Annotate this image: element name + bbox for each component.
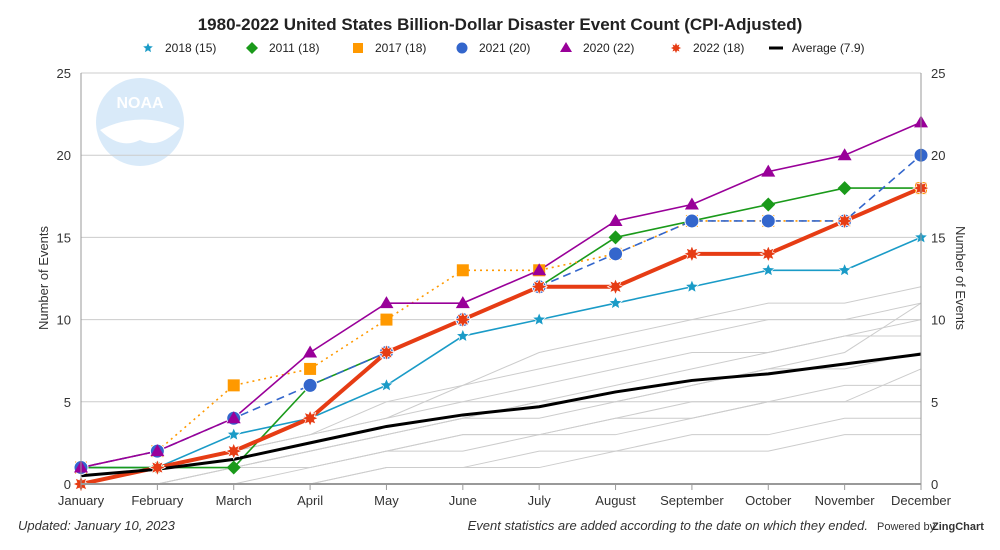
updated-text: Updated: January 10, 2023 — [18, 518, 176, 533]
y-tick-label: 5 — [64, 395, 71, 410]
data-point-2020 — [608, 213, 623, 226]
data-point-2022 — [301, 409, 319, 428]
data-point-2011 — [608, 230, 623, 245]
legend-label: 2021 (20) — [479, 41, 530, 55]
x-tick-label: November — [815, 493, 876, 508]
data-point-2020 — [226, 411, 241, 424]
series-line-2017 — [80, 187, 922, 469]
y-axis-label-right: Number of Events — [953, 226, 968, 331]
series-line-Average — [80, 352, 922, 478]
data-point-2020 — [532, 263, 547, 276]
data-point-2021 — [608, 246, 624, 262]
data-point-2018 — [531, 311, 547, 327]
series-line-2021 — [80, 154, 922, 469]
data-point-2022 — [224, 442, 243, 460]
data-point-2017 — [304, 362, 317, 375]
legend-marker-2020 — [560, 42, 572, 52]
data-point-2017 — [227, 379, 240, 392]
noaa-logo: NOAA — [96, 78, 184, 166]
data-point-2022 — [683, 244, 701, 263]
data-point-2022 — [606, 277, 625, 296]
data-point-2011 — [837, 181, 852, 196]
data-point-2020 — [761, 164, 776, 177]
data-point-2018 — [455, 328, 471, 343]
footer-note: Event statistics are added according to … — [468, 518, 868, 533]
x-tick-label: August — [595, 493, 636, 508]
legend-marker-2018 — [141, 41, 155, 54]
chart-title: 1980-2022 United States Billion-Dollar D… — [198, 15, 803, 34]
data-point-2022 — [148, 458, 167, 477]
data-point-2017 — [456, 264, 469, 277]
data-point-2021 — [760, 213, 776, 229]
x-tick-label: July — [528, 493, 552, 508]
background-year-line — [81, 417, 921, 485]
data-point-2022 — [835, 212, 854, 230]
legend-label: 2011 (18) — [269, 41, 319, 55]
data-point-2017 — [380, 313, 393, 326]
data-point-2022 — [530, 277, 549, 296]
data-point-2011 — [761, 197, 776, 212]
data-point-2018 — [684, 278, 700, 294]
series-line-2020 — [80, 121, 922, 469]
y-tick-label-right: 25 — [931, 66, 945, 81]
y-tick-label: 10 — [57, 313, 71, 328]
background-year-line — [81, 368, 922, 485]
legend-label: 2018 (15) — [165, 41, 216, 55]
x-tick-label: February — [131, 493, 184, 508]
data-point-2018 — [226, 426, 242, 442]
series-line-2018 — [81, 236, 922, 469]
legend-marker-2021 — [455, 41, 469, 55]
legend-label: Average (7.9) — [792, 41, 865, 55]
legend-marker-2022 — [669, 41, 683, 55]
y-tick-label: 25 — [57, 66, 71, 81]
data-point-2022 — [377, 343, 396, 362]
x-tick-label: December — [891, 493, 952, 508]
y-tick-label-right: 20 — [931, 148, 945, 163]
data-point-2021 — [684, 213, 700, 229]
data-point-2021 — [302, 377, 318, 393]
x-tick-label: March — [216, 493, 252, 508]
data-point-2011 — [226, 460, 241, 475]
legend-label: 2022 (18) — [693, 41, 744, 55]
data-point-2020 — [303, 345, 318, 358]
x-tick-label: September — [660, 493, 724, 508]
data-point-2022 — [759, 244, 778, 263]
y-axis-label: Number of Events — [36, 225, 51, 330]
y-tick-label-right: 0 — [931, 477, 938, 492]
svg-text:NOAA: NOAA — [116, 95, 164, 112]
data-point-2020 — [684, 197, 699, 210]
y-tick-label-right: 10 — [931, 313, 945, 328]
data-point-2018 — [608, 295, 624, 310]
x-tick-label: April — [297, 493, 323, 508]
data-point-2018 — [760, 262, 776, 277]
data-point-2018 — [378, 377, 394, 392]
legend-label: 2020 (22) — [583, 41, 634, 55]
series-line-2022 — [80, 186, 922, 486]
data-point-2020 — [455, 296, 470, 309]
legend-marker-2017 — [353, 43, 363, 53]
legend-marker-2011 — [246, 42, 258, 54]
data-point-2020 — [150, 444, 165, 457]
y-tick-label-right: 15 — [931, 230, 945, 245]
data-point-2022 — [453, 310, 472, 329]
x-tick-label: May — [374, 493, 399, 508]
background-year-line — [81, 401, 921, 485]
x-tick-label: October — [745, 493, 792, 508]
powered-by: Powered by — [877, 521, 936, 533]
y-tick-label: 15 — [57, 230, 71, 245]
x-tick-label: January — [58, 493, 105, 508]
legend-label: 2017 (18) — [375, 41, 426, 55]
x-tick-label: June — [449, 493, 477, 508]
y-tick-label: 20 — [57, 148, 71, 163]
y-tick-label: 0 — [64, 477, 71, 492]
zingchart-link[interactable]: ZingChart — [932, 521, 984, 533]
data-point-2020 — [837, 148, 852, 161]
data-point-2018 — [837, 262, 853, 277]
y-tick-label-right: 5 — [931, 395, 938, 410]
data-point-2020 — [379, 296, 394, 309]
